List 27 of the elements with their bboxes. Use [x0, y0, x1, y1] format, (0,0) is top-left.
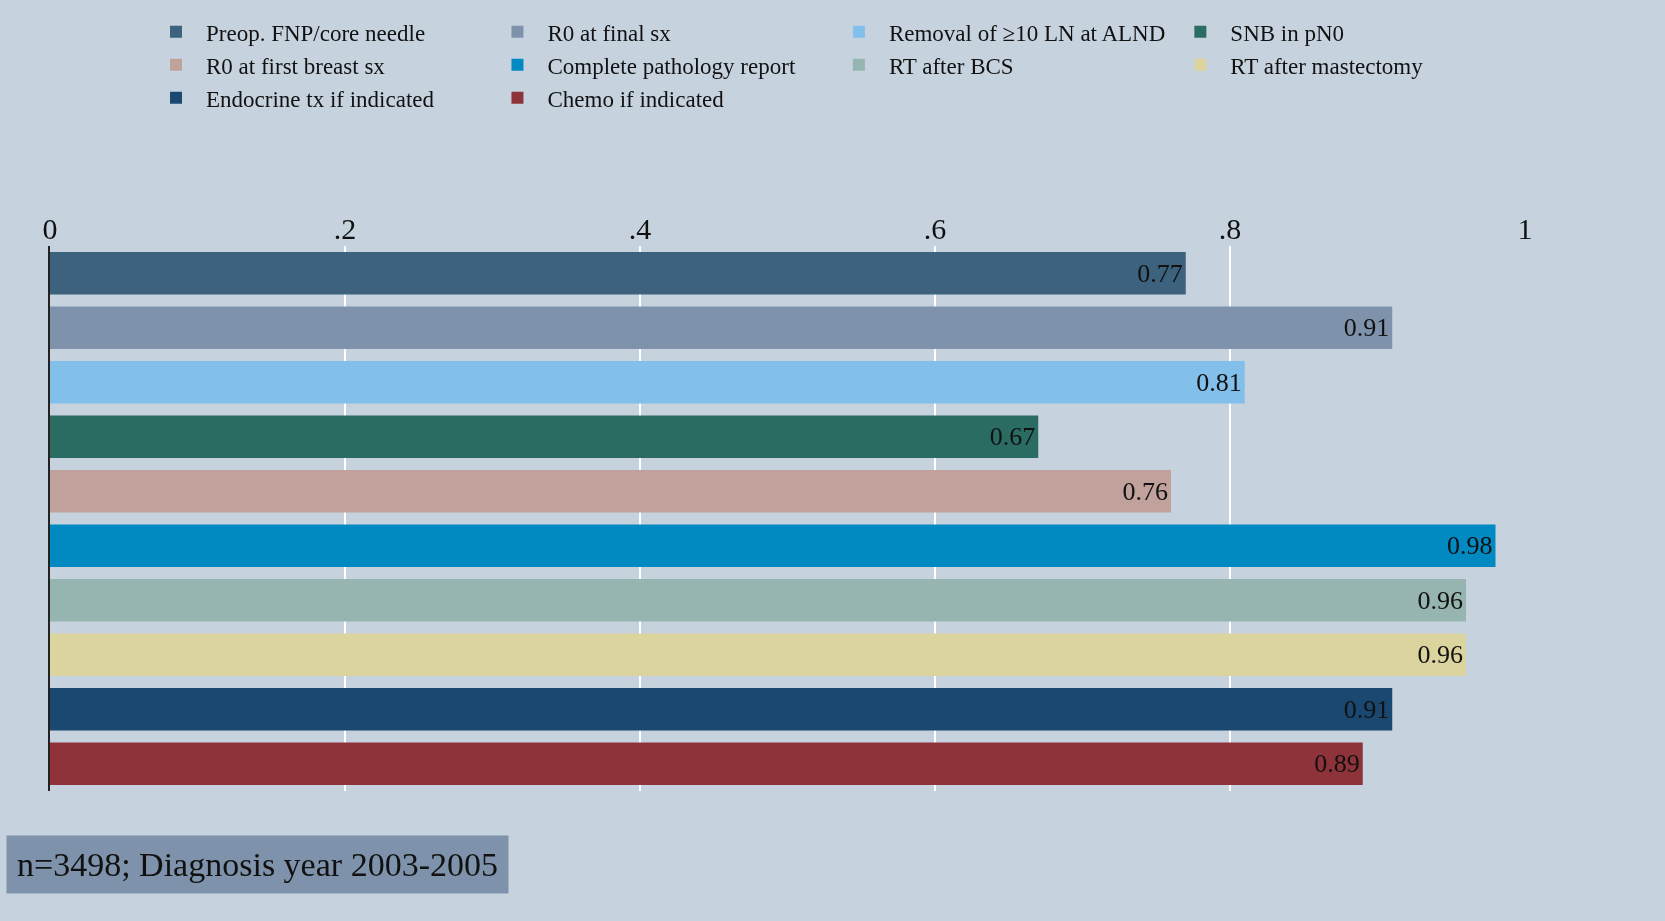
x-tick-label: 0: [42, 212, 58, 245]
data-label: 0.89: [1314, 749, 1360, 779]
legend-label: SNB in pN0: [1230, 20, 1345, 46]
legend-label: Complete pathology report: [547, 53, 796, 79]
data-label: 0.91: [1343, 694, 1390, 724]
data-label: 0.81: [1196, 367, 1242, 397]
data-label: 0.77: [1137, 258, 1183, 288]
text: n=3498; Diagnosis year 2003-2005: [17, 846, 498, 883]
legend-label: RT after mastectomy: [1230, 53, 1424, 79]
x-tick-label: 1: [1517, 212, 1533, 245]
x-tick-label: .6: [923, 212, 947, 245]
legend-label: Chemo if indicated: [547, 86, 725, 112]
data-label: 0.96: [1417, 585, 1463, 615]
legend-label: Preop. FNP/core needle: [206, 20, 426, 46]
data-label: 0.96: [1417, 640, 1463, 670]
legend-label: R0 at final sx: [547, 20, 672, 46]
legend-label: Removal of ≥10 LN at ALND: [888, 20, 1166, 46]
data-label: 0.91: [1343, 313, 1390, 343]
x-tick-label: .4: [628, 212, 652, 245]
legend-label: Endocrine tx if indicated: [206, 86, 435, 112]
legend-label: R0 at first breast sx: [206, 53, 386, 79]
data-label: 0.67: [989, 422, 1036, 452]
x-tick-label: .8: [1218, 212, 1242, 245]
legend-label: RT after BCS: [888, 53, 1014, 79]
x-tick-label: .2: [333, 212, 357, 245]
data-label: 0.98: [1447, 531, 1493, 561]
data-label: 0.76: [1122, 476, 1168, 506]
